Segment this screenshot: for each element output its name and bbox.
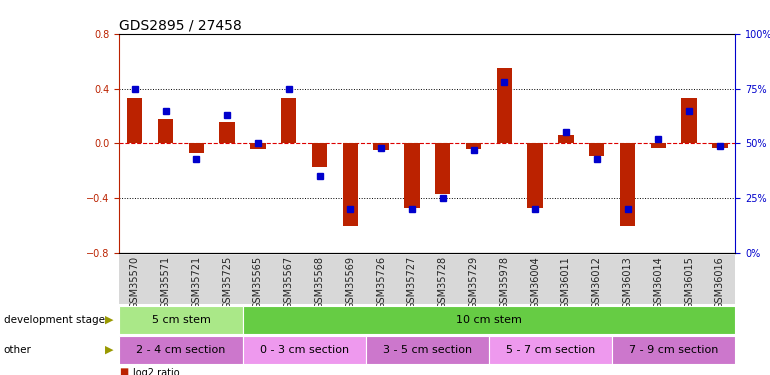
Bar [527,144,543,208]
Bar [119,255,735,304]
Bar [158,119,173,144]
Text: log2 ratio: log2 ratio [133,368,180,375]
Text: GSM36012: GSM36012 [592,256,601,309]
Text: GSM35570: GSM35570 [130,256,139,309]
Text: 7 - 9 cm section: 7 - 9 cm section [629,345,718,355]
Text: GDS2895 / 27458: GDS2895 / 27458 [119,19,242,33]
Text: GSM36016: GSM36016 [715,256,725,309]
Text: GSM35726: GSM35726 [377,256,386,309]
Text: GSM35569: GSM35569 [346,256,355,309]
Text: GSM35568: GSM35568 [315,256,324,309]
Text: GSM35567: GSM35567 [284,256,293,309]
Bar [366,336,489,364]
Text: GSM35727: GSM35727 [407,256,417,309]
Bar [219,122,235,144]
Bar [466,144,481,149]
Bar [312,144,327,167]
Text: ▶: ▶ [105,345,113,355]
Bar [681,98,697,144]
Text: GSM36013: GSM36013 [623,256,632,309]
Text: GSM35565: GSM35565 [253,256,263,309]
Text: ■: ■ [119,368,129,375]
Bar [250,144,266,149]
Bar [612,336,735,364]
Text: GSM36004: GSM36004 [531,256,540,309]
Text: other: other [4,345,32,355]
Bar [497,68,512,144]
Bar [435,144,450,194]
Bar [404,144,420,208]
Text: GSM35721: GSM35721 [192,256,201,309]
Text: development stage: development stage [4,315,105,325]
Text: 5 - 7 cm section: 5 - 7 cm section [506,345,595,355]
Text: GSM35725: GSM35725 [223,256,232,309]
Bar [651,144,666,147]
Bar [589,144,604,156]
Text: 10 cm stem: 10 cm stem [456,315,522,325]
Text: GSM36014: GSM36014 [654,256,663,309]
Bar [343,144,358,226]
Text: 0 - 3 cm section: 0 - 3 cm section [259,345,349,355]
Bar [489,336,612,364]
Text: 2 - 4 cm section: 2 - 4 cm section [136,345,226,355]
Bar [281,98,296,144]
Bar [558,135,574,144]
Bar [620,144,635,226]
Text: GSM36015: GSM36015 [685,256,694,309]
Bar [243,336,366,364]
Text: GSM35728: GSM35728 [438,256,447,309]
Bar [119,336,243,364]
Text: GSM35729: GSM35729 [469,256,478,309]
Bar [243,306,735,334]
Text: 5 cm stem: 5 cm stem [152,315,210,325]
Text: GSM36011: GSM36011 [561,256,571,309]
Text: ▶: ▶ [105,315,113,325]
Bar [119,306,243,334]
Bar [189,144,204,153]
Bar [373,144,389,150]
Text: GSM35978: GSM35978 [500,256,509,309]
Bar [127,98,142,144]
Text: 3 - 5 cm section: 3 - 5 cm section [383,345,472,355]
Bar [712,144,728,147]
Text: GSM35571: GSM35571 [161,256,170,309]
